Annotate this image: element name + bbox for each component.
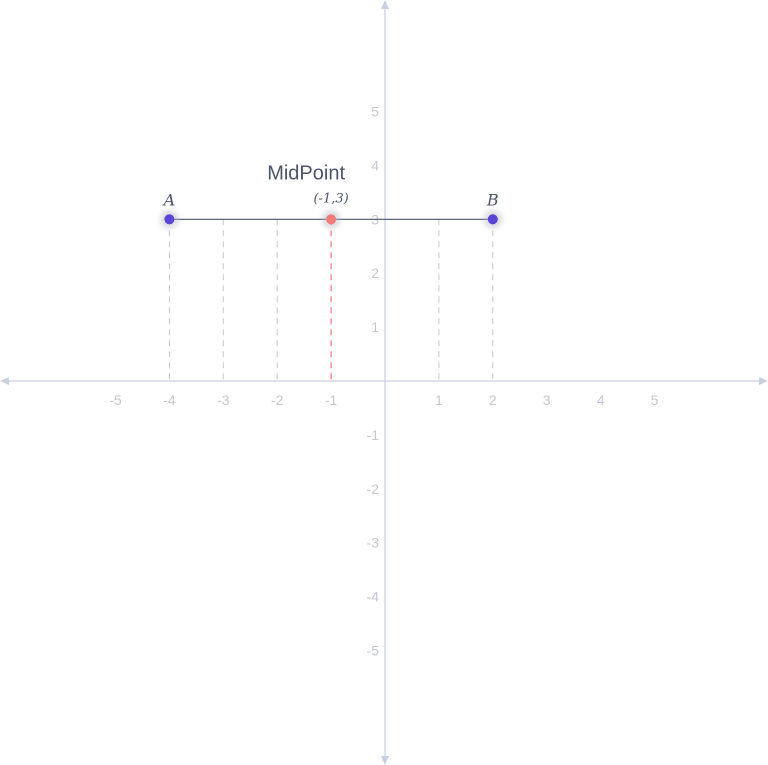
y-tick-label: -1 xyxy=(367,427,380,443)
x-tick-label: -2 xyxy=(271,392,284,408)
x-tick-label: 3 xyxy=(543,392,551,408)
y-tick-label: -3 xyxy=(367,535,380,551)
x-tick-labels: -5 -4 -3 -2 -1 1 2 3 4 5 xyxy=(109,392,658,408)
y-tick-label: 4 xyxy=(371,157,379,173)
point-a-label: A xyxy=(162,190,176,209)
midpoint-title: MidPoint xyxy=(267,162,345,184)
point-a[interactable] xyxy=(164,214,175,225)
x-tick-label: 5 xyxy=(651,392,659,408)
y-tick-label: -2 xyxy=(367,481,380,497)
x-axis-arrow-right xyxy=(759,377,768,385)
x-tick-label: 2 xyxy=(489,392,497,408)
x-tick-label: 1 xyxy=(435,392,443,408)
x-tick-label: -5 xyxy=(109,392,122,408)
x-tick-label: -3 xyxy=(217,392,230,408)
y-tick-label: 2 xyxy=(371,265,379,281)
point-b-label: B xyxy=(486,190,499,209)
x-axis xyxy=(0,377,768,385)
y-tick-label: 5 xyxy=(371,104,379,120)
midpoint[interactable] xyxy=(326,214,337,225)
y-axis-arrow-top xyxy=(381,0,389,9)
x-tick-label: -4 xyxy=(163,392,176,408)
y-tick-label: 1 xyxy=(371,319,379,335)
midpoint-coordinate-label: (-1,3) xyxy=(313,191,348,206)
y-axis xyxy=(381,0,389,765)
x-axis-arrow-left xyxy=(0,377,9,385)
y-tick-label: -5 xyxy=(367,643,380,659)
vertical-guides xyxy=(168,219,494,381)
y-axis-arrow-bottom xyxy=(381,756,389,765)
x-tick-label: 4 xyxy=(597,392,605,408)
point-b[interactable] xyxy=(487,214,498,225)
y-tick-label: -4 xyxy=(367,589,380,605)
x-tick-label: -1 xyxy=(325,392,338,408)
